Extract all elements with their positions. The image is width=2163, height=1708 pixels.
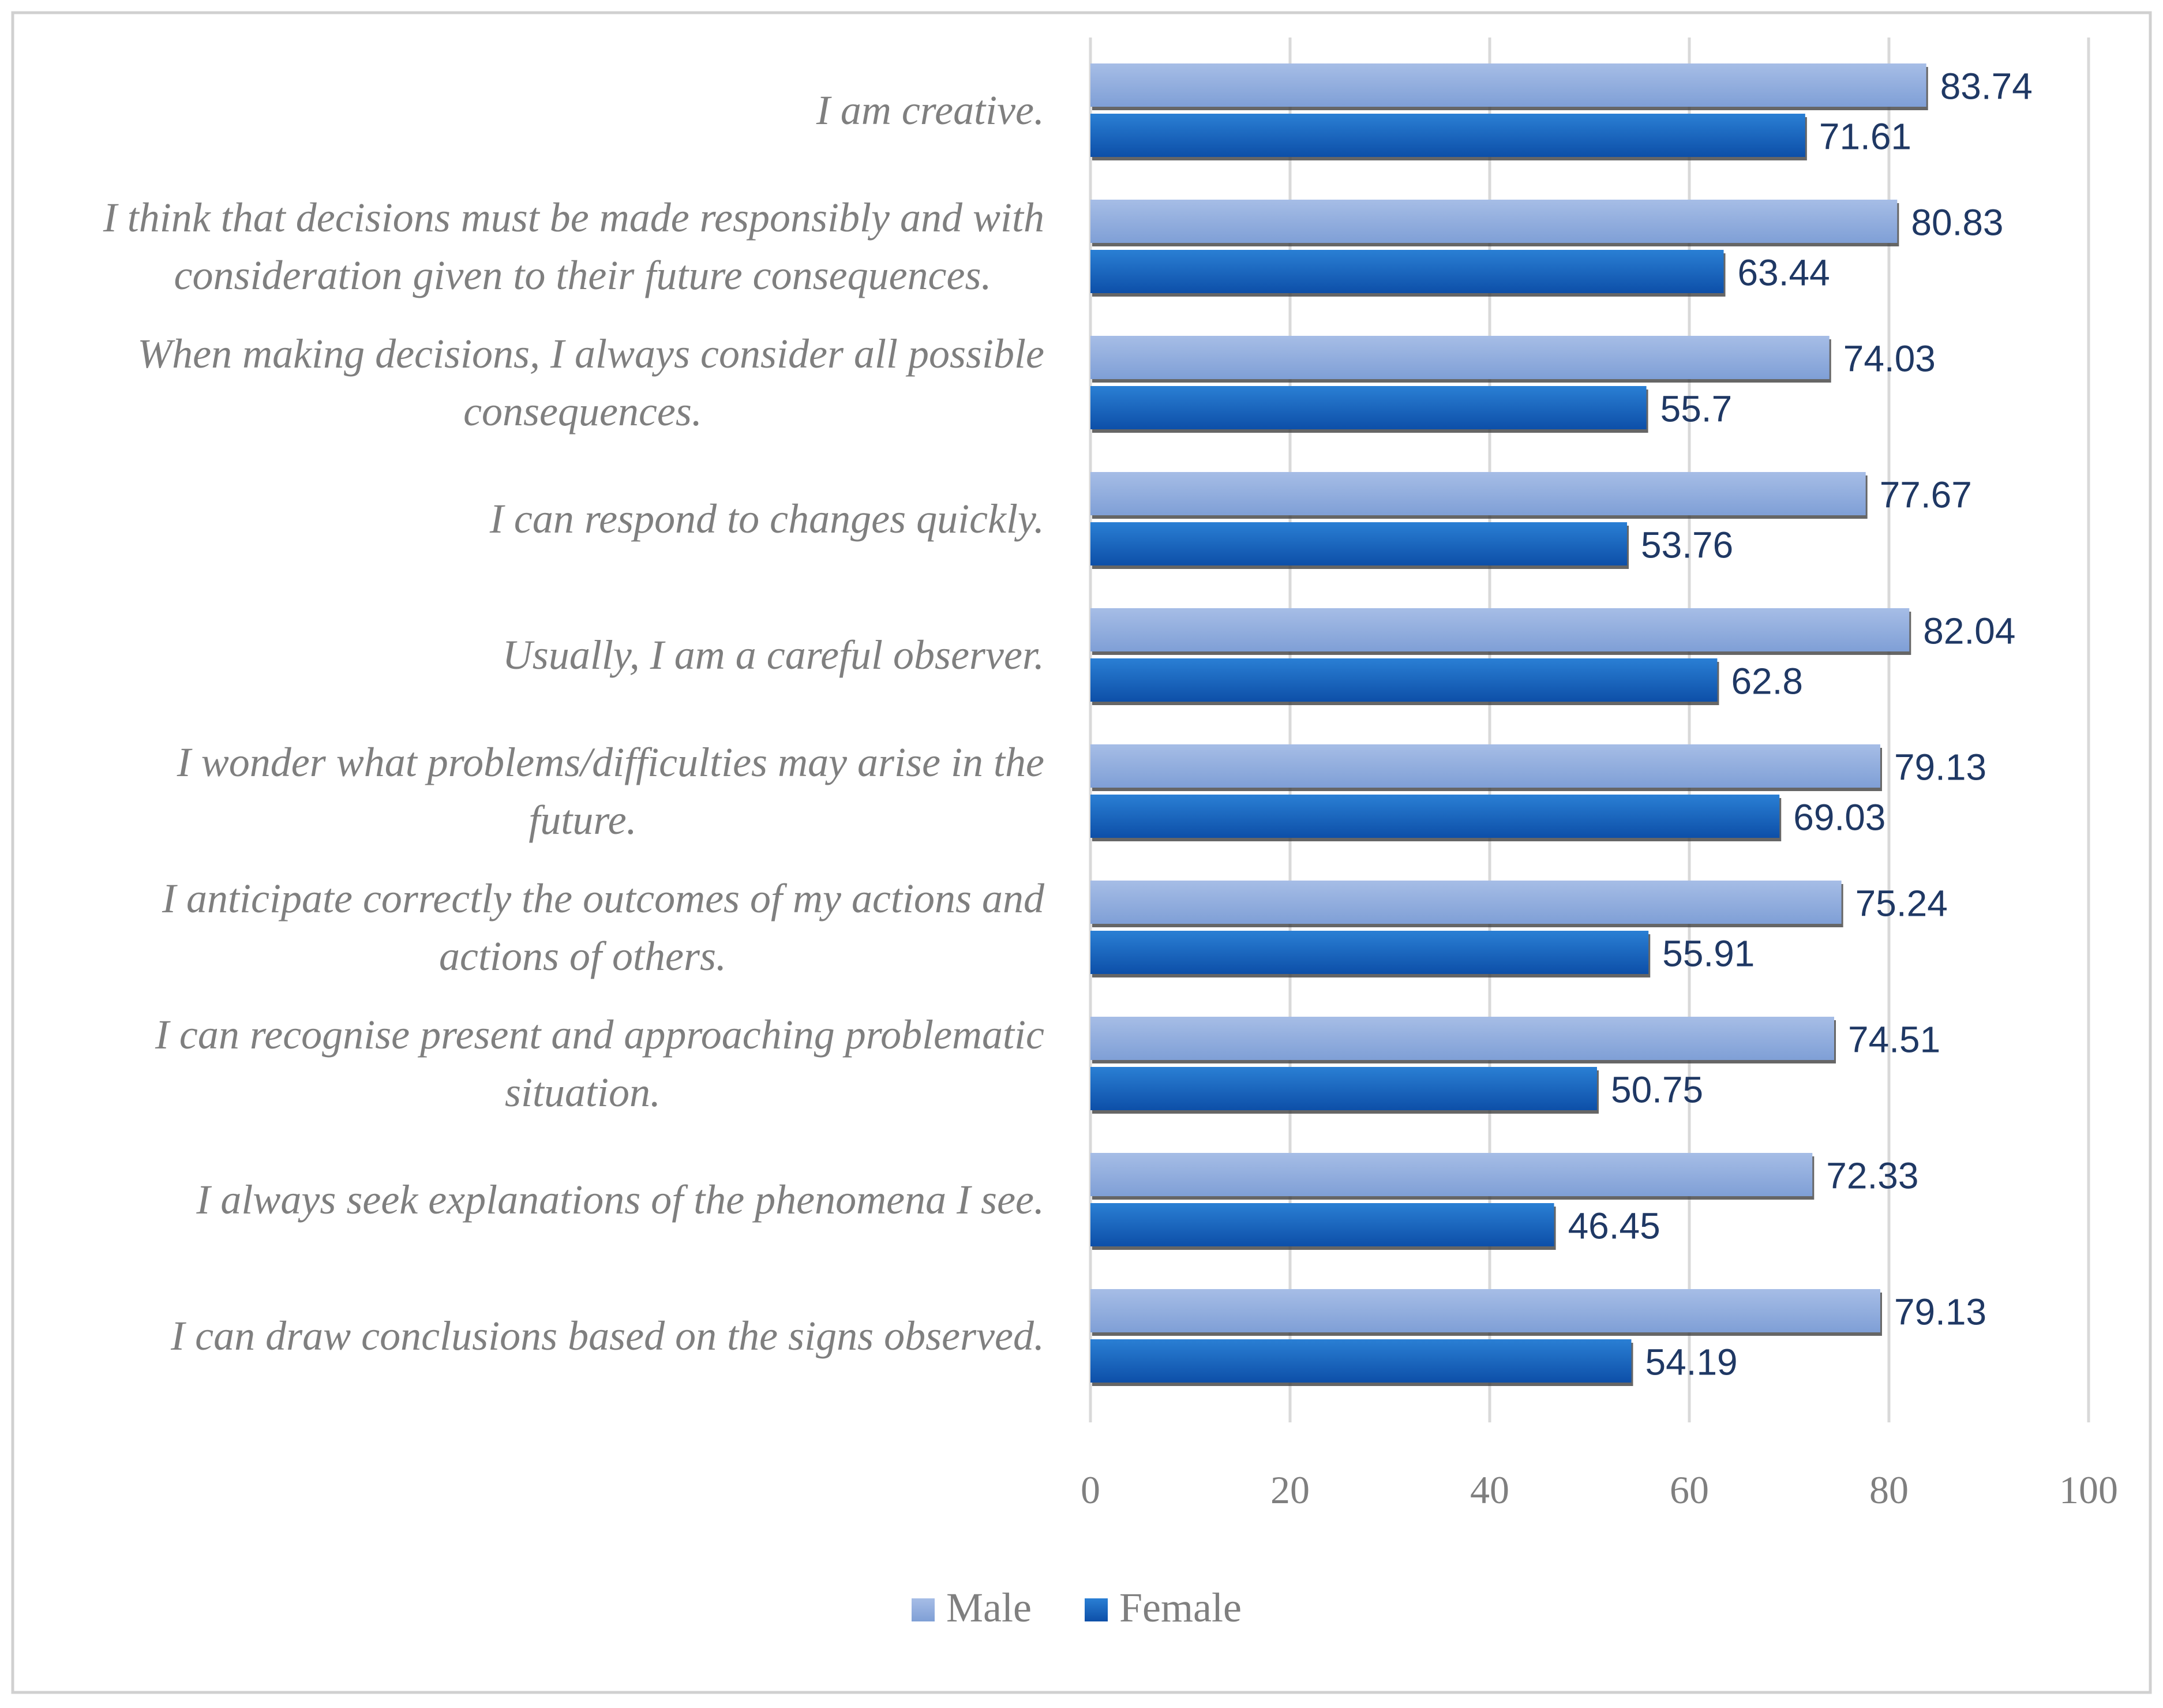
value-label-male: 82.04 (1923, 610, 2015, 652)
category-label: I can draw conclusions based on the sign… (170, 1313, 1044, 1359)
category-label: actions of others. (439, 933, 726, 979)
bar-male (1090, 1289, 1880, 1332)
chart-border (11, 11, 2152, 1694)
category-label: When making decisions, I always consider… (137, 331, 1044, 377)
bar-female (1090, 931, 1649, 974)
category-label: I think that decisions must be made resp… (103, 194, 1044, 241)
legend-label-male: Male (946, 1585, 1032, 1631)
labels: 0 20 40 60 80 100 I am creative. 83.74 71.61 I th… (103, 66, 2118, 1512)
legend-swatch-female (1085, 1598, 1108, 1621)
value-label-female: 71.61 (1819, 116, 1911, 158)
value-label-female: 63.44 (1738, 252, 1830, 294)
category-label: Usually, I am a careful observer. (503, 632, 1044, 678)
value-label-male: 79.13 (1894, 1291, 1986, 1333)
category-label: future. (528, 797, 636, 843)
bar-male (1090, 472, 1866, 515)
bar-female (1090, 658, 1718, 702)
bar-female (1090, 1067, 1597, 1110)
value-label-male: 74.03 (1843, 338, 1936, 380)
bar-male (1090, 744, 1880, 788)
legend-label-female: Female (1119, 1585, 1242, 1631)
value-label-female: 54.19 (1645, 1342, 1737, 1383)
value-label-female: 50.75 (1611, 1069, 1703, 1111)
bar-female (1090, 114, 1805, 157)
bar-male (1090, 200, 1898, 243)
x-tick-label: 100 (2059, 1468, 2118, 1512)
value-label-female: 46.45 (1568, 1205, 1660, 1247)
bar-female (1090, 795, 1780, 838)
value-label-male: 79.13 (1894, 747, 1986, 788)
category-label: I always seek explanations of the phenom… (196, 1177, 1044, 1223)
value-label-female: 53.76 (1641, 525, 1733, 566)
bar-female (1090, 250, 1724, 293)
x-tick-label: 80 (1869, 1468, 1909, 1512)
category-label: consequences. (463, 388, 702, 435)
category-label: I am creative. (816, 87, 1044, 133)
bar-female (1090, 1339, 1632, 1383)
bar-female (1090, 386, 1647, 429)
category-label: I can respond to changes quickly. (489, 496, 1044, 542)
value-label-male: 77.67 (1880, 474, 1972, 516)
x-tick-label: 40 (1470, 1468, 1509, 1512)
value-label-male: 80.83 (1911, 202, 2003, 244)
bar-female (1090, 522, 1628, 565)
value-label-male: 74.51 (1848, 1019, 1940, 1061)
legend: Male Female (912, 1585, 1242, 1631)
value-label-male: 75.24 (1855, 883, 1948, 924)
bar-male (1090, 63, 1926, 107)
category-label: I wonder what problems/difficulties may … (177, 739, 1044, 785)
category-label: I can recognise present and approaching … (155, 1012, 1044, 1058)
value-label-female: 69.03 (1793, 797, 1885, 838)
bar-female (1090, 1203, 1554, 1246)
bar-male (1090, 1017, 1835, 1060)
bar-male (1090, 1153, 1813, 1196)
x-tick-label: 0 (1081, 1468, 1100, 1512)
value-label-female: 62.8 (1731, 661, 1803, 702)
x-tick-label: 60 (1670, 1468, 1709, 1512)
category-label: situation. (505, 1069, 661, 1115)
legend-swatch-male (912, 1598, 935, 1621)
value-label-female: 55.91 (1662, 933, 1755, 975)
bar-male (1090, 336, 1830, 379)
category-label: I anticipate correctly the outcomes of m… (162, 875, 1045, 922)
value-label-male: 83.74 (1940, 66, 2033, 107)
bar-male (1090, 881, 1842, 924)
value-label-male: 72.33 (1826, 1155, 1918, 1197)
x-tick-label: 20 (1270, 1468, 1310, 1512)
bars (1090, 63, 1928, 1386)
bar-male (1090, 608, 1910, 651)
category-label: consideration given to their future cons… (174, 252, 991, 298)
value-label-female: 55.7 (1660, 388, 1733, 430)
